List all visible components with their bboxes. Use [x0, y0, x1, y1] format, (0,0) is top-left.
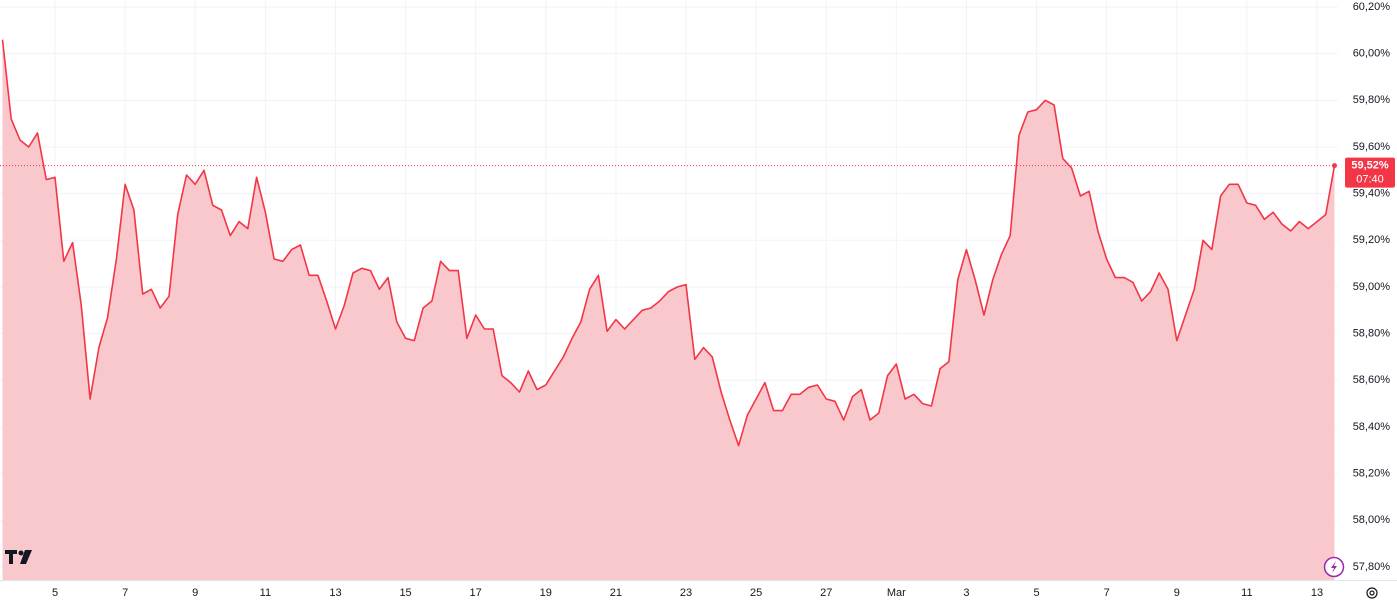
x-tick-label: 5 [52, 587, 58, 599]
x-tick-label: 13 [1311, 587, 1323, 599]
y-tick-label: 59,40% [1353, 188, 1391, 200]
x-tick-label: 11 [260, 587, 271, 599]
x-tick-label: 5 [1033, 587, 1039, 599]
logo [5, 550, 32, 564]
x-tick-label: 9 [192, 587, 198, 599]
x-tick-label: 13 [329, 587, 341, 599]
settings-icon[interactable] [1366, 587, 1378, 599]
y-tick-label: 60,00% [1353, 48, 1391, 60]
x-tick-label: 3 [963, 587, 969, 599]
x-tick-label: 19 [540, 587, 552, 599]
x-tick-label: 25 [750, 587, 762, 599]
x-tick-label: Mar [887, 587, 906, 599]
y-tick-label: 58,20% [1353, 468, 1391, 480]
y-tick-label: 58,00% [1353, 514, 1391, 526]
last-price-box [1345, 157, 1395, 188]
x-tick-label: 7 [122, 587, 128, 599]
x-tick-label: 23 [680, 587, 692, 599]
y-tick-label: 60,20% [1353, 1, 1391, 13]
x-tick-label: 9 [1174, 587, 1180, 599]
y-tick-label: 59,00% [1353, 281, 1391, 293]
x-tick-label: 15 [399, 587, 411, 599]
y-tick-label: 58,60% [1353, 374, 1391, 386]
y-tick-label: 58,80% [1353, 328, 1391, 340]
x-tick-label: 17 [470, 587, 482, 599]
x-tick-label: 7 [1104, 587, 1110, 599]
line [1, 39, 1336, 447]
x-tick-label: 11 [1241, 587, 1252, 599]
y-tick-label: 59,20% [1353, 234, 1391, 246]
y-tick-label: 59,60% [1353, 141, 1391, 153]
last-point [1331, 163, 1337, 169]
x-tick-label: 27 [820, 587, 832, 599]
area [2, 39, 1335, 580]
x-tick-label: 21 [610, 587, 622, 599]
plot [0, 39, 1338, 580]
y-tick-label: 57,80% [1353, 561, 1391, 573]
replay-icon[interactable] [1323, 556, 1345, 578]
last-price-label: 59,52% [1351, 160, 1389, 172]
y-tick-label: 58,40% [1353, 421, 1391, 433]
last-time-label: 07:40 [1356, 174, 1384, 186]
y-tick-label: 59,80% [1353, 94, 1391, 106]
